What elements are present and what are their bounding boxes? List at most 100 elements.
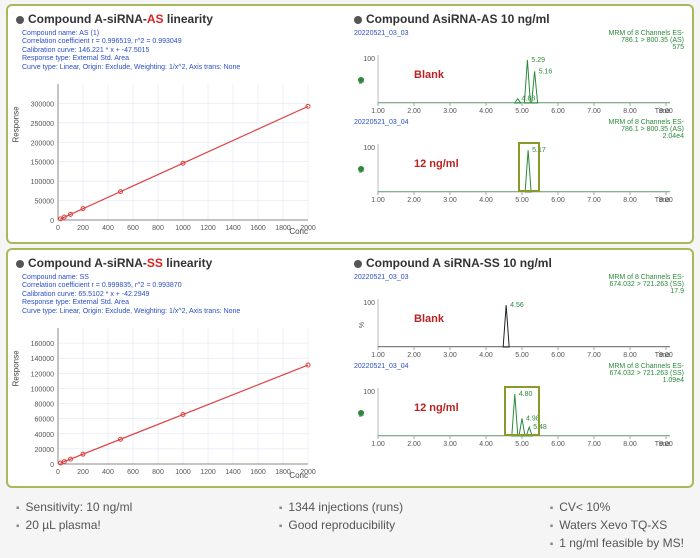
svg-text:140000: 140000 [31, 356, 54, 363]
svg-text:1400: 1400 [225, 469, 241, 476]
svg-text:1.00: 1.00 [371, 352, 385, 359]
svg-text:4.00: 4.00 [479, 352, 493, 359]
svg-text:2.00: 2.00 [407, 352, 421, 359]
svg-text:3.00: 3.00 [443, 197, 457, 204]
svg-text:1400: 1400 [225, 225, 241, 232]
svg-text:1.00: 1.00 [371, 197, 385, 204]
svg-text:Time: Time [655, 352, 670, 359]
svg-text:8.00: 8.00 [623, 441, 637, 448]
svg-text:400: 400 [102, 469, 114, 476]
chrom-title: Compound A siRNA-SS 10 ng/ml [354, 256, 684, 270]
svg-text:1.00: 1.00 [371, 108, 385, 115]
svg-text:800: 800 [152, 469, 164, 476]
svg-text:6.00: 6.00 [551, 108, 565, 115]
svg-text:5.00: 5.00 [515, 108, 529, 115]
chromatogram: 20220521_03_03MRM of 8 Channels ES-674.0… [354, 274, 684, 359]
svg-text:6.00: 6.00 [551, 352, 565, 359]
bullet-item: 1 ng/ml feasible by MS! [550, 536, 684, 550]
bullet-item: CV< 10% [550, 500, 684, 514]
svg-text:6.00: 6.00 [551, 197, 565, 204]
chart-meta: Compound name: AS (1)Correlation coeffic… [22, 30, 346, 72]
svg-text:1.00: 1.00 [371, 441, 385, 448]
svg-text:600: 600 [127, 225, 139, 232]
summary-bullets: Sensitivity: 10 ng/ml 20 µL plasma! 1344 i… [0, 492, 700, 558]
linearity-chart: Response 0200004000060000800001000001200… [16, 320, 316, 480]
linearity-title: Compound A-siRNA-AS linearity [16, 12, 346, 26]
chromatogram: 20220521_03_04MRM of 8 Channels ES-674.0… [354, 363, 684, 448]
svg-text:3.00: 3.00 [443, 108, 457, 115]
svg-text:300000: 300000 [31, 101, 54, 108]
svg-text:2.00: 2.00 [407, 108, 421, 115]
svg-text:2.00: 2.00 [407, 441, 421, 448]
svg-text:60000: 60000 [35, 417, 55, 424]
svg-text:100: 100 [363, 145, 375, 152]
svg-text:5.00: 5.00 [515, 352, 529, 359]
svg-text:7.00: 7.00 [587, 108, 601, 115]
svg-text:100: 100 [363, 300, 375, 307]
panel-1: Compound A-siRNA-SS linearity Compound n… [6, 248, 694, 488]
svg-text:2.00: 2.00 [407, 197, 421, 204]
svg-text:Time: Time [655, 108, 670, 115]
linearity-col: Compound A-siRNA-SS linearity Compound n… [16, 256, 346, 480]
svg-text:100000: 100000 [31, 386, 54, 393]
svg-text:5.00: 5.00 [515, 441, 529, 448]
bullet-item: Waters Xevo TQ-XS [550, 518, 684, 532]
svg-text:7.00: 7.00 [587, 441, 601, 448]
svg-text:5.00: 5.00 [515, 197, 529, 204]
svg-text:8.00: 8.00 [623, 108, 637, 115]
chrom-col: Compound AsiRNA-AS 10 ng/ml 20220521_03_… [354, 12, 684, 236]
chrom-col: Compound A siRNA-SS 10 ng/ml 20220521_03… [354, 256, 684, 480]
svg-text:4.56: 4.56 [510, 302, 524, 309]
linearity-title: Compound A-siRNA-SS linearity [16, 256, 346, 270]
svg-text:800: 800 [152, 225, 164, 232]
svg-text:8.00: 8.00 [623, 352, 637, 359]
linearity-chart: Response 0500001000001500002000002500003… [16, 76, 316, 236]
svg-text:100000: 100000 [31, 179, 54, 186]
svg-text:4.00: 4.00 [479, 197, 493, 204]
svg-text:8.00: 8.00 [623, 197, 637, 204]
svg-text:7.00: 7.00 [587, 352, 601, 359]
svg-text:4.00: 4.00 [479, 441, 493, 448]
svg-text:4.00: 4.00 [479, 108, 493, 115]
svg-text:0: 0 [56, 469, 60, 476]
chrom-title: Compound AsiRNA-AS 10 ng/ml [354, 12, 684, 26]
svg-text:100: 100 [363, 389, 375, 396]
svg-text:1000: 1000 [175, 469, 191, 476]
svg-text:5.16: 5.16 [539, 68, 553, 75]
chromatogram: 20220521_03_03MRM of 8 Channels ES-786.1… [354, 30, 684, 115]
chart-meta: Compound name: SSCorrelation coefficient… [22, 274, 346, 316]
svg-text:1600: 1600 [250, 469, 266, 476]
bullet-item: 20 µL plasma! [16, 518, 132, 532]
svg-text:200: 200 [77, 469, 89, 476]
svg-text:250000: 250000 [31, 121, 54, 128]
svg-text:6.00: 6.00 [551, 441, 565, 448]
svg-text:600: 600 [127, 469, 139, 476]
svg-text:400: 400 [102, 225, 114, 232]
svg-text:1000: 1000 [175, 225, 191, 232]
svg-text:80000: 80000 [35, 401, 55, 408]
svg-text:1200: 1200 [200, 225, 216, 232]
bullet-item: Good reproducibility [279, 518, 403, 532]
svg-text:5.29: 5.29 [531, 57, 545, 64]
svg-text:0: 0 [56, 225, 60, 232]
bullet-item: 1344 injections (runs) [279, 500, 403, 514]
svg-text:200000: 200000 [31, 140, 54, 147]
svg-text:40000: 40000 [35, 432, 55, 439]
svg-text:1600: 1600 [250, 225, 266, 232]
svg-text:100: 100 [363, 56, 375, 63]
svg-text:4.88: 4.88 [522, 96, 536, 103]
svg-text:200: 200 [77, 225, 89, 232]
svg-text:0: 0 [50, 462, 54, 469]
bullet-item: Sensitivity: 10 ng/ml [16, 500, 132, 514]
chromatogram: 20220521_03_04MRM of 8 Channels ES-786.1… [354, 119, 684, 204]
svg-text:120000: 120000 [31, 371, 54, 378]
svg-text:160000: 160000 [31, 341, 54, 348]
svg-text:50000: 50000 [35, 199, 55, 206]
svg-text:20000: 20000 [35, 447, 55, 454]
svg-text:3.00: 3.00 [443, 352, 457, 359]
linearity-col: Compound A-siRNA-AS linearity Compound n… [16, 12, 346, 236]
svg-text:Time: Time [655, 197, 670, 204]
svg-text:0: 0 [50, 218, 54, 225]
svg-text:150000: 150000 [31, 160, 54, 167]
panel-0: Compound A-siRNA-AS linearity Compound n… [6, 4, 694, 244]
